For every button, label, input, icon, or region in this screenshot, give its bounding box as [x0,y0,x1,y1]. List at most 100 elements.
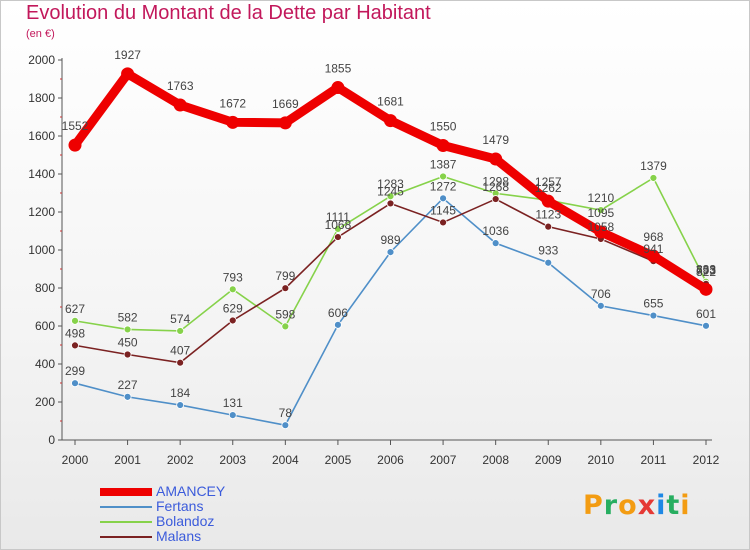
data-label: 1672 [219,96,246,110]
data-label: 1681 [377,95,404,109]
data-label: 1268 [482,180,509,194]
data-point-fertans [334,320,342,329]
data-point-bolandoz [176,327,185,335]
y-tick-label: 1600 [28,129,55,143]
proxiti-logo: Proxiti [583,490,691,521]
data-point-amancey [646,249,660,263]
data-label: 1245 [377,184,404,198]
data-label: 1669 [272,97,299,111]
x-tick-label: 2010 [587,453,614,467]
data-label: 1283 [377,177,404,191]
y-tick-label: 1000 [28,243,55,257]
data-label: 1111 [326,210,350,224]
data-label: 1927 [114,48,141,62]
data-label: 78 [279,406,293,420]
y-tick-label: 2000 [28,53,55,67]
data-label: 450 [118,336,138,350]
x-tick-label: 2011 [641,453,667,467]
data-point-bolandoz [123,325,132,334]
data-point-malans [386,199,395,208]
data-label: 822 [696,265,716,279]
data-label: 498 [65,326,85,340]
logo-letter: o [618,490,638,521]
data-point-bolandoz [649,174,658,182]
x-tick-label: 2004 [272,453,299,467]
x-tick-label: 2002 [167,453,194,467]
x-tick-label: 2005 [325,453,352,467]
data-label: 582 [118,310,138,324]
legend-swatch [100,521,152,523]
y-tick-label: 200 [35,395,55,409]
data-point-fertans [596,301,605,310]
data-point-bolandoz [281,322,290,331]
data-label: 941 [643,242,663,256]
data-label: 1068 [325,218,352,232]
data-point-malans [176,358,185,367]
logo-letter: i [656,490,667,521]
y-tick-label: 1800 [28,91,55,105]
data-point-malans [281,284,290,293]
data-point-amancey [331,81,345,95]
data-label: 1272 [430,179,457,193]
data-point-fertans [71,379,79,388]
legend-label: Fertans [156,498,204,514]
x-tick-label: 2009 [535,453,562,467]
data-label: 574 [170,312,190,326]
logo-letter: t [666,490,681,521]
data-point-amancey [541,194,555,208]
data-label: 1058 [587,220,614,234]
y-tick-label: 600 [35,319,55,333]
data-point-fertans [439,194,447,203]
data-label: 598 [275,307,295,321]
x-tick-label: 2000 [62,453,89,467]
legend-label: Malans [156,528,202,544]
data-point-malans [491,195,500,203]
data-label: 799 [275,269,295,283]
data-point-bolandoz [439,172,447,181]
chart-title: Evolution du Montant de la Dette par Hab… [26,2,431,24]
data-point-amancey [121,67,135,81]
data-label: 1855 [325,62,352,76]
data-point-malans [123,350,132,359]
data-label: 227 [118,378,138,392]
data-point-fertans [228,411,237,420]
data-label: 131 [223,396,243,410]
legend-swatch [100,536,152,538]
data-label: 968 [643,230,663,244]
data-label: 1095 [587,206,614,220]
x-tick-label: 2007 [430,453,457,467]
data-point-amancey [436,139,450,152]
legend-swatch [100,506,152,508]
logo-letter: x [637,490,657,521]
data-point-amancey [594,225,608,239]
x-tick-label: 2001 [114,453,141,467]
data-label: 601 [696,307,716,321]
data-label: 1145 [430,203,456,217]
data-point-fertans [176,401,185,409]
data-point-amancey [699,282,713,296]
data-label: 1479 [482,133,509,147]
data-label: 184 [170,386,190,400]
data-label: 793 [223,270,243,284]
data-label: 655 [643,297,663,311]
y-tick-label: 1200 [28,205,55,219]
x-tick-label: 2003 [219,453,246,467]
data-point-fertans [702,321,710,330]
data-point-fertans [386,248,395,256]
data-point-amancey [68,138,82,152]
data-label: 793 [696,263,716,277]
legend-label: AMANCEY [156,483,226,499]
data-label: 627 [65,302,85,316]
data-label: 606 [328,306,348,320]
data-point-fertans [491,239,500,248]
x-tick-label: 2006 [377,453,404,467]
data-label: 1550 [430,120,457,134]
data-point-amancey [173,98,187,112]
data-point-amancey [278,116,292,130]
data-label: 299 [65,364,85,378]
data-point-malans [334,233,342,241]
chart-subtitle: (en €) [26,28,55,40]
logo-letter: P [583,490,604,521]
